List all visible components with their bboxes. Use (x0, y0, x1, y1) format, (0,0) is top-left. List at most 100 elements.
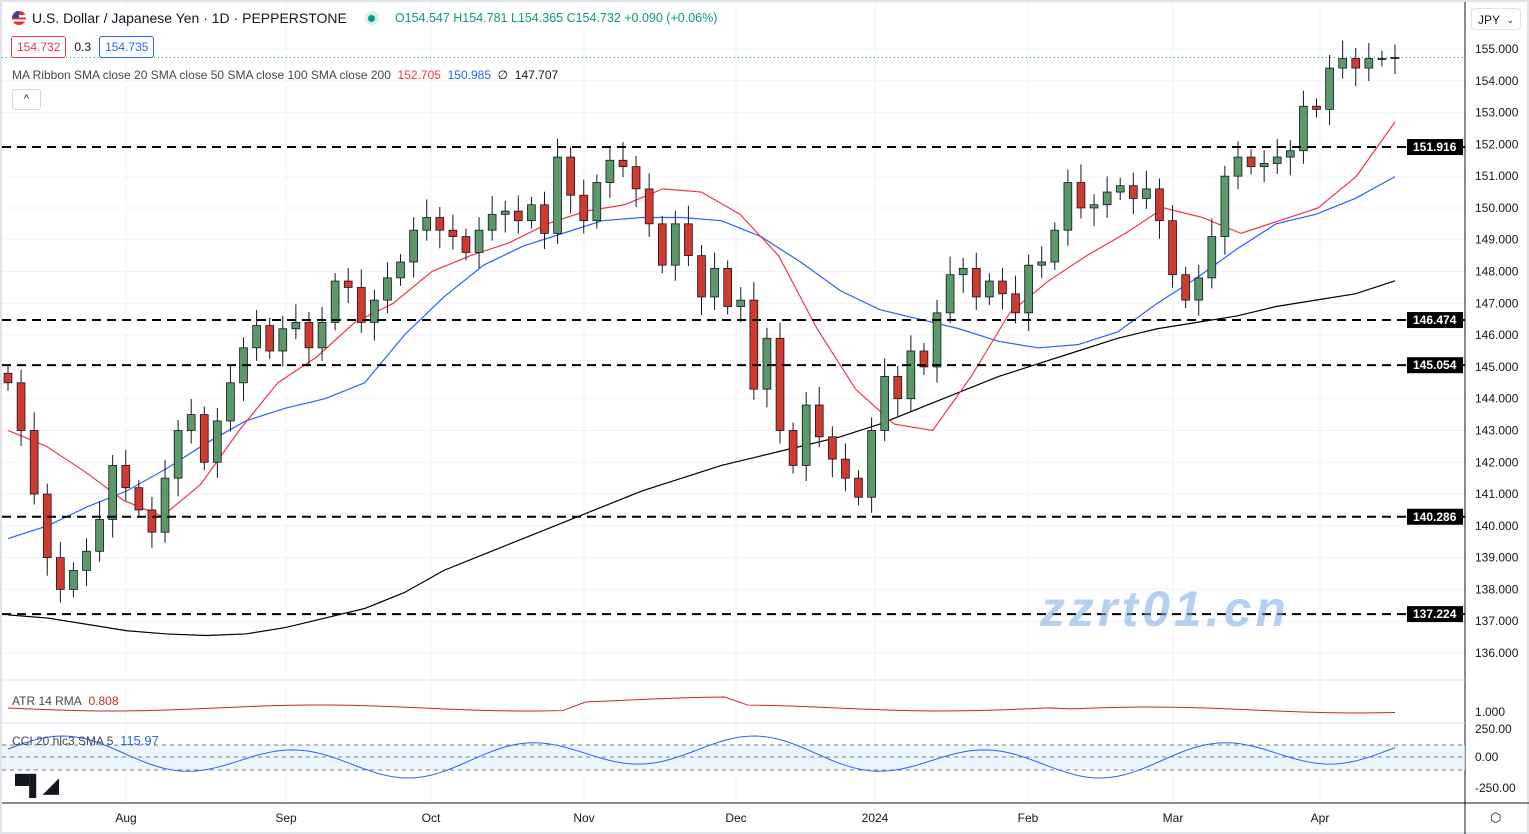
candle-body (985, 280, 994, 298)
atr-axis-tick: 1.000 (1475, 705, 1505, 719)
candle (265, 317, 275, 359)
candle (435, 206, 445, 249)
time-tick: Apr (1311, 811, 1330, 825)
candle (880, 358, 890, 441)
atr-line (7, 696, 1396, 714)
candle-body (95, 519, 104, 552)
candle-body (1194, 277, 1204, 301)
candle-body (173, 430, 183, 479)
atr-value: 0.808 (88, 694, 119, 708)
candle-body (775, 337, 785, 431)
collapse-legend-button[interactable]: ^ (12, 89, 41, 110)
candle-body (566, 156, 575, 196)
candle-body (1325, 67, 1334, 110)
cci-axis-tick: 0.00 (1475, 750, 1499, 764)
price-tick: 142.000 (1475, 455, 1519, 469)
candle (1390, 44, 1400, 75)
price-tick: 143.000 (1475, 423, 1519, 437)
candle (566, 146, 575, 214)
candle-body (343, 280, 353, 288)
candle (762, 327, 772, 408)
sma50-value: 150.985 (447, 68, 491, 82)
candle-body (958, 267, 968, 276)
sma200-value: 147.707 (514, 68, 559, 82)
candle-body (605, 159, 615, 183)
candle-body (1312, 105, 1321, 110)
candle-body (893, 376, 903, 400)
candle (697, 245, 706, 316)
candle-body (147, 509, 157, 533)
level-label-bg (1407, 312, 1463, 329)
candle-body (1037, 261, 1047, 266)
candle-body (736, 299, 746, 307)
candle-body (657, 223, 667, 266)
candle (814, 386, 824, 448)
candle-body (841, 458, 850, 479)
candle (1259, 150, 1269, 183)
time-tick: Sep (275, 811, 297, 825)
level-label-bg (1407, 357, 1463, 374)
watermark: zzrt01.cn (1040, 581, 1290, 637)
price-tick: 152.000 (1475, 137, 1519, 151)
ohlc-values: O154.547 H154.781 L154.365 C154.732 +0.0… (394, 11, 718, 25)
ma-ribbon-legend[interactable]: MA Ribbon SMA close 20 SMA close 50 SMA … (12, 68, 558, 82)
candle-body (540, 204, 549, 234)
level-label: 145.054 (1413, 358, 1457, 372)
candle-body (461, 236, 471, 253)
time-tick: Feb (1018, 811, 1039, 825)
candle (16, 369, 26, 447)
candle-body (513, 210, 523, 222)
candle (867, 417, 876, 513)
candle-body (199, 414, 209, 463)
candle (749, 282, 759, 400)
cci-legend[interactable]: CCI 20 hlc3 SMA 5 115.97 (12, 733, 159, 748)
price-tick: 141.000 (1475, 487, 1519, 501)
candle (1246, 149, 1256, 175)
candle-body (226, 382, 235, 422)
candle (173, 419, 183, 497)
time-tick: Aug (115, 811, 136, 825)
candle (1233, 141, 1243, 190)
candle (199, 406, 209, 471)
symbol-title[interactable]: U.S. Dollar / Japanese Yen · 1D · PEPPER… (32, 10, 347, 26)
time-tick: Oct (422, 811, 441, 825)
candle (1076, 164, 1086, 219)
sell-button[interactable]: 154.732 (11, 36, 67, 58)
candle-body (644, 188, 654, 225)
candle (1155, 178, 1164, 239)
candle (330, 273, 340, 331)
candle-body (134, 487, 144, 511)
candle-body (998, 280, 1007, 295)
sma200-line (7, 280, 1396, 637)
buy-button[interactable]: 154.735 (99, 36, 155, 58)
candle (42, 483, 52, 576)
atr-legend[interactable]: ATR 14 RMA 0.808 (12, 694, 119, 708)
candle (592, 174, 602, 229)
candle (527, 196, 536, 229)
candle (579, 179, 589, 234)
candle-body (723, 267, 732, 307)
candle (370, 289, 379, 341)
candle-body (304, 321, 314, 349)
candle (1220, 165, 1230, 255)
candle (29, 412, 39, 505)
candle (1168, 205, 1177, 288)
candle (932, 299, 942, 383)
candle-body (1285, 150, 1295, 158)
candle (1207, 218, 1217, 289)
sma20-value: 152.705 (397, 68, 441, 82)
candle-body (814, 404, 824, 438)
currency-select[interactable]: JPY ⌄ (1471, 8, 1521, 30)
candle (958, 257, 968, 293)
sma100-value: ∅ (497, 68, 509, 82)
candle-body (291, 321, 301, 330)
candle-body (330, 280, 340, 323)
candle (1181, 266, 1190, 309)
price-tick: 137.000 (1475, 614, 1519, 628)
tradingview-logo[interactable]: ▀▌◢ (15, 775, 59, 797)
cci-axis-tick: 250.00 (1475, 722, 1512, 736)
candle (801, 392, 811, 482)
candle-body (1299, 105, 1308, 152)
candle-body (487, 213, 497, 231)
